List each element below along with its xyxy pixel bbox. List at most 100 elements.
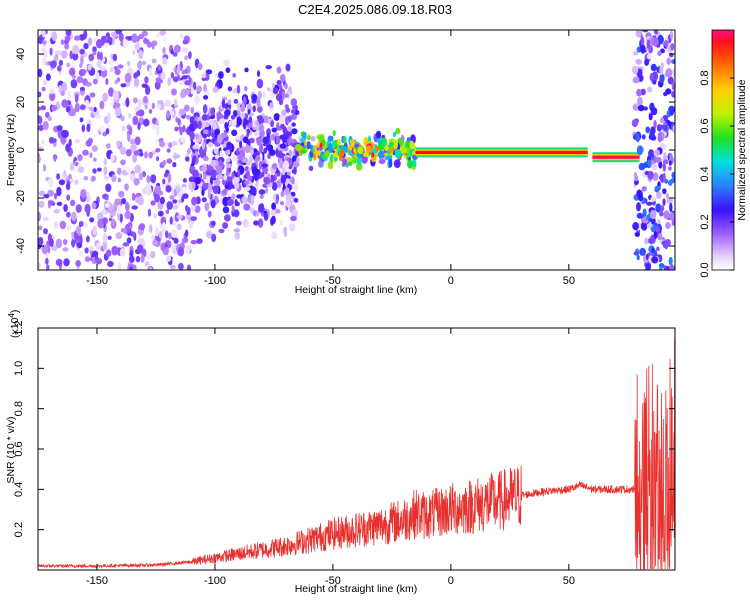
- spectrogram-cell: [668, 179, 673, 186]
- spectrogram-cell: [162, 222, 166, 231]
- spectrogram-cell: [183, 88, 191, 95]
- spectrogram-cell: [232, 156, 238, 162]
- spectrogram-cell: [133, 178, 140, 186]
- spectrogram-cell: [173, 237, 179, 244]
- spectrogram-cell: [634, 174, 639, 182]
- spectrogram-cell: [252, 105, 256, 113]
- spectrogram-cell: [92, 78, 98, 85]
- spectrogram-cell: [347, 161, 353, 166]
- spectrogram-cell: [243, 203, 251, 211]
- spectrogram-cell: [133, 78, 140, 88]
- spectrogram-cell: [165, 209, 170, 215]
- spectrogram-cell: [666, 197, 673, 204]
- spectrogram-cell: [267, 87, 271, 92]
- spectrogram-cell: [655, 149, 660, 156]
- spectrogram-cell: [241, 156, 248, 163]
- spectrogram-cell: [279, 219, 283, 226]
- spectrogram-cell: [236, 116, 242, 126]
- spectrogram-cell: [636, 145, 644, 156]
- spectrogram-cell: [244, 67, 249, 73]
- spectrogram-cell: [185, 156, 190, 162]
- spectrogram-cell: [202, 129, 209, 135]
- spectrogram-cell: [200, 119, 206, 130]
- spectrogram-cell: [146, 175, 151, 184]
- spectrogram-cell: [188, 51, 192, 60]
- spectrogram-cell: [80, 55, 84, 66]
- spectrogram-cell: [119, 146, 127, 155]
- spectrogram-band-core: [415, 150, 588, 154]
- spectrogram-cell: [160, 72, 166, 80]
- spectrogram-cell: [223, 59, 231, 67]
- colorbar-tick-label: 0.4: [699, 166, 711, 181]
- spectrogram-cell: [257, 90, 262, 100]
- spectrogram-cell: [107, 260, 114, 268]
- spectrogram-cell: [668, 166, 672, 171]
- spectrogram-cell: [286, 171, 291, 176]
- spectrogram-cell: [77, 166, 85, 174]
- spectrogram-cell: [45, 61, 49, 66]
- spectrogram-cell: [649, 73, 654, 82]
- spectrogram-cell: [283, 93, 290, 98]
- spectrogram-cell: [327, 160, 334, 170]
- spectrogram-cell: [246, 175, 253, 181]
- spectrogram-cell: [87, 64, 92, 71]
- spectrogram-cell: [138, 34, 144, 40]
- spectrogram-cell: [182, 39, 188, 45]
- spectrogram-cell: [257, 70, 260, 77]
- spectrogram-cell: [51, 138, 57, 143]
- spectrogram-cell: [234, 175, 240, 183]
- spectrogram-cell: [181, 69, 186, 75]
- spectrogram-y-tick-label: 0: [15, 147, 27, 153]
- spectrogram-cell: [75, 226, 82, 235]
- spectrogram-cell: [342, 158, 348, 166]
- spectrogram-cell: [124, 210, 131, 220]
- spectrogram-cell: [232, 73, 237, 78]
- spectrogram-cell: [120, 115, 125, 122]
- spectrogram-cell: [271, 127, 278, 133]
- spectrogram-cell: [70, 199, 76, 207]
- spectrogram-cell: [43, 164, 47, 172]
- spectrogram-cell: [85, 197, 90, 203]
- spectrogram-cell: [129, 266, 134, 270]
- snr-x-tick-label: -150: [86, 575, 108, 587]
- spectrogram-cell: [209, 176, 214, 186]
- spectrogram-cell: [650, 107, 658, 116]
- spectrogram-cell: [253, 220, 260, 226]
- spectrogram-cell: [75, 161, 79, 167]
- spectrogram-cell: [226, 199, 234, 206]
- spectrogram-cell: [79, 221, 84, 227]
- spectrogram-cell: [636, 254, 640, 261]
- spectrogram-cell: [211, 233, 217, 243]
- spectrogram-cell: [223, 174, 228, 181]
- spectrogram-cell: [331, 140, 336, 150]
- spectrogram-cell: [180, 136, 186, 143]
- spectrogram-cell: [182, 47, 188, 53]
- spectrogram-cell: [102, 233, 108, 243]
- spectrogram-cell: [196, 238, 203, 244]
- spectrogram-cell: [194, 205, 201, 214]
- spectrogram-cell: [225, 126, 229, 133]
- spectrogram-cell: [650, 217, 656, 225]
- spectrogram-cell: [665, 265, 670, 270]
- spectrogram-cell: [316, 147, 323, 152]
- spectrogram-cell: [389, 147, 393, 153]
- spectrogram-cell: [636, 46, 642, 53]
- spectrogram-cell: [63, 204, 68, 212]
- spectrogram-cell: [58, 59, 64, 67]
- spectrogram-cell: [395, 127, 401, 135]
- spectrogram-cell: [230, 114, 236, 120]
- spectrogram-cell: [102, 240, 108, 251]
- spectrogram-cell: [71, 211, 77, 222]
- spectrogram-cell: [74, 35, 81, 41]
- spectrogram-cell: [637, 96, 643, 107]
- spectrogram-cell: [71, 238, 76, 248]
- spectrogram-cell: [75, 204, 82, 213]
- spectrogram-cell: [668, 256, 673, 266]
- spectrogram-cell: [663, 151, 667, 162]
- spectrogram-cell: [277, 150, 283, 158]
- spectrogram-cell: [231, 205, 235, 213]
- spectrogram-cell: [110, 152, 115, 162]
- spectrogram-cell: [181, 75, 188, 80]
- spectrogram-cell: [671, 82, 675, 91]
- spectrogram-cell: [290, 191, 296, 197]
